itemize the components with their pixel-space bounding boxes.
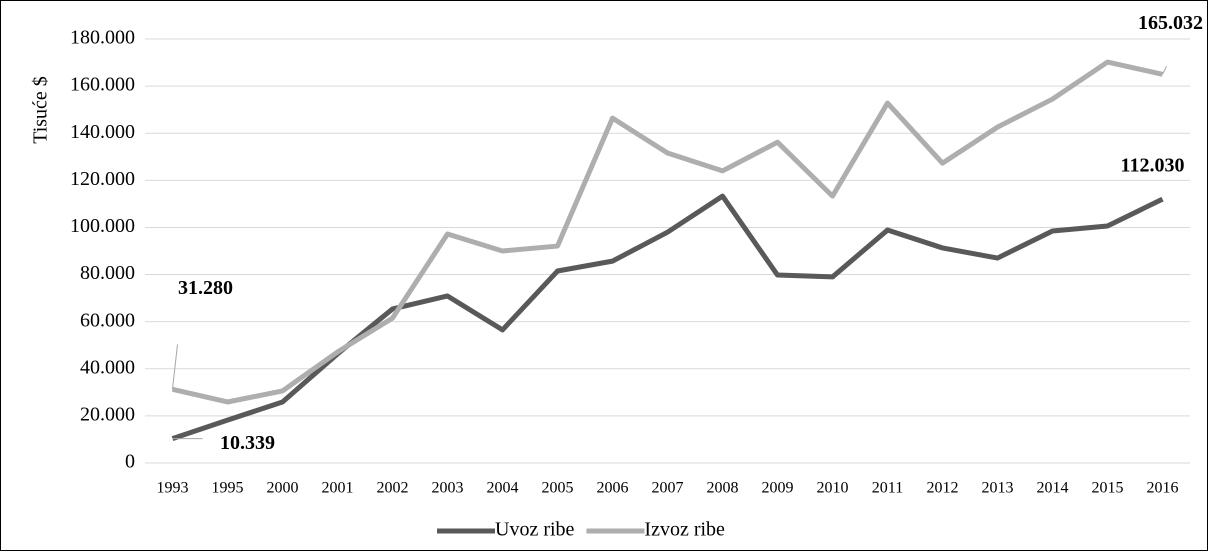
- data-label: 31.280: [178, 277, 233, 299]
- y-tick-label: 120.000: [70, 168, 135, 190]
- x-tick-label: 2012: [927, 480, 959, 497]
- x-tick-label: 2008: [707, 480, 739, 497]
- y-tick-label: 180.000: [70, 27, 135, 49]
- x-tick-label: 2010: [817, 480, 849, 497]
- legend-label: Izvoz ribe: [644, 519, 725, 541]
- x-tick-label: 2002: [377, 480, 409, 497]
- y-tick-label: 80.000: [80, 262, 135, 284]
- x-tick-label: 2000: [267, 480, 299, 497]
- y-axis-label: Tisuće $: [30, 76, 52, 144]
- x-tick-label: 2004: [487, 480, 519, 497]
- x-tick-label: 2016: [1147, 480, 1179, 497]
- x-tick-label: 2014: [1037, 480, 1069, 497]
- leader-line: [172, 344, 178, 390]
- data-label: 112.030: [1121, 155, 1185, 177]
- data-label: 165.032: [1138, 12, 1203, 34]
- y-tick-label: 40.000: [80, 356, 135, 378]
- x-tick-label: 2006: [597, 480, 629, 497]
- legend-label: Uvoz ribe: [495, 519, 575, 541]
- y-tick-label: 100.000: [70, 215, 135, 237]
- x-tick-label: 2007: [652, 480, 684, 497]
- x-tick-label: 1995: [212, 480, 244, 497]
- y-tick-label: 140.000: [70, 121, 135, 143]
- y-tick-label: 0: [125, 451, 135, 473]
- x-tick-label: 2015: [1092, 480, 1124, 497]
- data-label: 10.339: [220, 432, 275, 454]
- x-tick-label: 2003: [432, 480, 464, 497]
- y-tick-label: 20.000: [80, 403, 135, 425]
- y-tick-label: 60.000: [80, 309, 135, 331]
- x-tick-label: 2005: [542, 480, 574, 497]
- leader-line: [1162, 66, 1167, 75]
- y-tick-label: 160.000: [70, 74, 135, 96]
- x-tick-label: 2009: [762, 480, 794, 497]
- x-tick-label: 2011: [872, 480, 903, 497]
- data-line: [171, 59, 1164, 405]
- x-tick-label: 2001: [322, 480, 354, 497]
- x-tick-label: 2013: [982, 480, 1014, 497]
- x-tick-label: 1993: [157, 480, 189, 497]
